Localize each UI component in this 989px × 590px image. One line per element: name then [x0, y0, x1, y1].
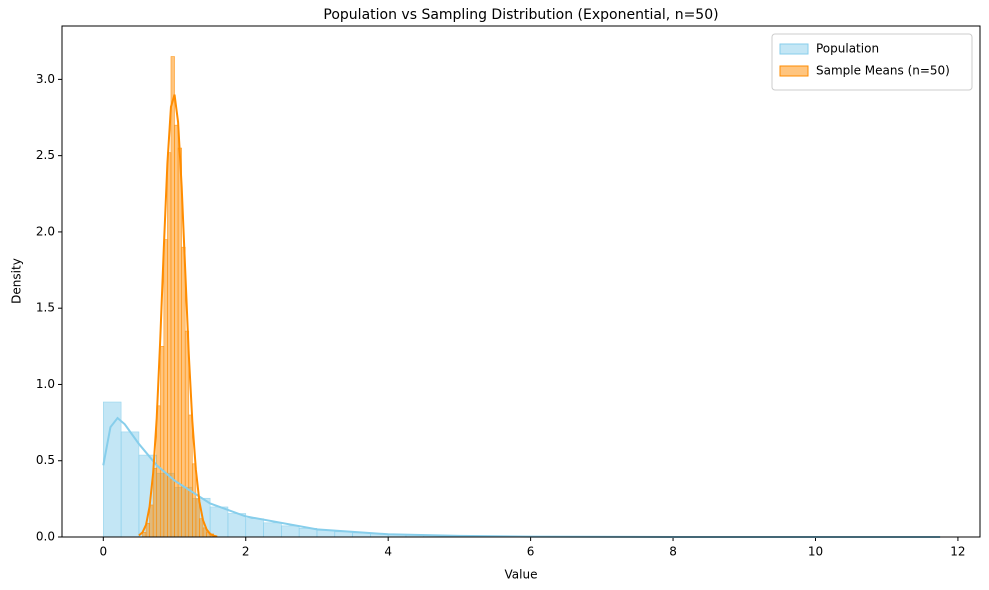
- histogram-bar: [163, 239, 168, 538]
- x-tick-label: 8: [669, 545, 677, 559]
- histogram-bar: [195, 498, 200, 538]
- histogram-bar: [227, 513, 247, 538]
- legend-box: [771, 33, 973, 91]
- histogram-bar: [170, 56, 175, 538]
- kde-line: [138, 94, 218, 538]
- histogram-bar: [149, 504, 154, 538]
- histogram-bar: [209, 506, 229, 538]
- y-tick-label: 2.0: [36, 224, 55, 238]
- y-tick-label: 0.5: [36, 453, 55, 467]
- histogram-bar: [192, 463, 197, 538]
- y-tick-label: 1.5: [36, 301, 55, 315]
- y-tick-label: 2.5: [36, 148, 55, 162]
- histogram-bar: [174, 124, 179, 538]
- x-tick-label: 6: [527, 545, 535, 559]
- legend-label: Population: [816, 42, 879, 56]
- x-axis-label: Value: [505, 568, 538, 582]
- histogram-bar: [281, 525, 300, 538]
- y-tick-label: 3.0: [36, 72, 55, 86]
- histogram-bar: [188, 414, 193, 538]
- x-tick-label: 12: [950, 545, 965, 559]
- plot-frame: [61, 25, 981, 538]
- histogram-bar: [156, 405, 161, 538]
- histogram-bar: [120, 431, 140, 538]
- histogram-bar: [152, 468, 158, 538]
- legend-label: Sample Means (n=50): [816, 64, 950, 78]
- x-tick-label: 10: [808, 545, 823, 559]
- histogram-bar: [177, 147, 182, 538]
- x-tick-label: 0: [99, 545, 107, 559]
- legend-swatch: [779, 65, 809, 77]
- x-tick-label: 4: [384, 545, 392, 559]
- y-tick-label: 0.0: [36, 530, 55, 544]
- y-axis-label: Density: [10, 258, 24, 304]
- histogram-bar: [245, 518, 264, 538]
- histogram-bar: [103, 401, 122, 538]
- y-tick-label: 1.0: [36, 377, 55, 391]
- legend-swatch: [779, 43, 809, 55]
- histogram-bar: [181, 246, 186, 538]
- histogram-bar: [159, 346, 165, 538]
- histogram-bar: [167, 152, 172, 538]
- x-tick-label: 2: [242, 545, 250, 559]
- histogram-bar: [263, 522, 282, 538]
- chart-title: Population vs Sampling Distribution (Exp…: [323, 7, 718, 23]
